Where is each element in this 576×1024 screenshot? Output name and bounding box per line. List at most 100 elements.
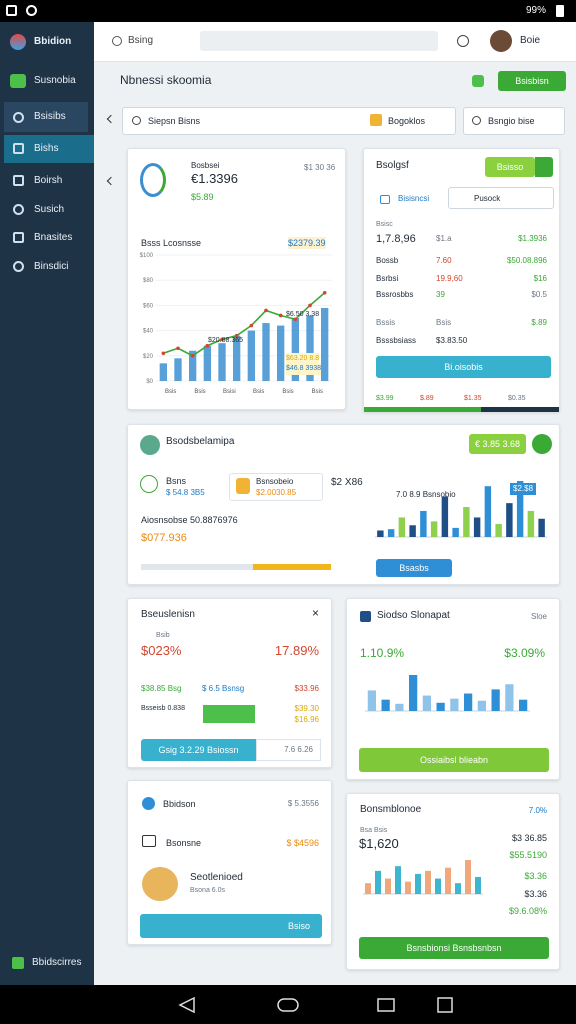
person-note: Bsona 6.0s — [190, 887, 226, 894]
search-field[interactable] — [200, 31, 438, 51]
sidebar-footer[interactable]: Bbidscirres — [32, 957, 82, 968]
nav-item[interactable]: Binsdici — [34, 261, 69, 272]
recents-button[interactable] — [437, 997, 453, 1013]
cta-button[interactable]: Ossiaibsl blieabn — [359, 748, 549, 772]
bar — [455, 883, 461, 894]
nav-item[interactable]: Susnobia — [34, 75, 76, 86]
round-button[interactable] — [532, 434, 552, 454]
bar — [385, 878, 391, 894]
close-button[interactable]: × — [312, 606, 320, 620]
cta-button[interactable]: Gsig 3.2.29 Bsiossn — [141, 739, 256, 761]
x-tick-label: Bsis — [165, 389, 176, 395]
bar-chart — [375, 481, 547, 538]
help-icon[interactable] — [457, 35, 469, 47]
dropdown[interactable]: Pusock — [474, 194, 501, 203]
bar — [484, 486, 492, 537]
row: $ 6.5 Bsnsg — [202, 684, 245, 693]
bar — [506, 503, 513, 537]
bar — [321, 307, 329, 381]
nav-item[interactable]: Bsisibs — [34, 111, 66, 122]
nav-item[interactable]: Bnasites — [34, 232, 73, 243]
battery: 99% — [526, 5, 547, 16]
search-input[interactable]: Bsing — [128, 35, 154, 46]
collapse-arrow[interactable] — [106, 114, 116, 124]
cta-note: 7.6 6.26 — [284, 745, 313, 754]
sort-label[interactable]: Bsngio bise — [488, 116, 535, 126]
cta-button[interactable]: Bsasbs — [376, 559, 452, 577]
point — [161, 351, 166, 356]
brand[interactable]: Bbidion — [34, 36, 72, 47]
card-meta: Sloe — [530, 612, 547, 621]
back-button[interactable] — [178, 996, 195, 1014]
y-tick-label: $40 — [143, 329, 154, 335]
point — [205, 343, 210, 348]
bar — [262, 323, 270, 381]
row-cell: Bssrosbbs — [376, 290, 414, 299]
row-cell: Bsrbsi — [376, 274, 399, 283]
nav-icon — [13, 232, 24, 243]
cta-button[interactable]: Bsiso — [140, 914, 322, 938]
x-tick-label: Bsis — [253, 389, 264, 395]
item-label: Bsonsne — [166, 838, 202, 848]
bar — [477, 700, 486, 711]
search-icon — [112, 36, 122, 46]
side-value: $3.36 — [524, 889, 547, 899]
bar — [174, 358, 182, 381]
bar — [516, 481, 524, 537]
item-box — [229, 473, 323, 501]
bar — [367, 690, 376, 711]
row: Bsseisb 0.838 — [141, 705, 185, 712]
chart-badge: $2379.39 — [288, 237, 326, 249]
filter-search[interactable]: Siepsn Bisns — [148, 116, 201, 126]
bar — [452, 527, 459, 537]
card: Bonsmblonoe 7.0% Bsa Bsis $1,620 $3 36.8… — [346, 793, 560, 970]
item-label: Bsnsobeio — [256, 477, 294, 486]
row: $16.96 — [294, 715, 319, 724]
dropdown[interactable]: Bisisncsi — [398, 194, 430, 203]
bar — [405, 881, 411, 894]
bar — [398, 517, 406, 537]
bar — [395, 866, 401, 894]
cta-button[interactable]: Bsnsbionsi Bsnsbsnbsn — [359, 937, 549, 959]
nav-item[interactable]: Susich — [34, 204, 65, 215]
cta-button[interactable]: Bi.oisobis — [376, 356, 551, 378]
chart-area: $0 $20 $40 $60 $80 $100 Bsis Bsis Bsisi Bsis Bsis B… — [140, 253, 332, 395]
progress-fill — [253, 564, 331, 570]
row-cell: 1,7.8,96 — [376, 233, 416, 245]
chart-note: $46.8 3938 — [286, 363, 322, 375]
point — [293, 317, 298, 322]
card-button-icon[interactable] — [535, 157, 553, 177]
nav-item[interactable]: Boirsh — [34, 175, 63, 186]
home-button[interactable] — [277, 998, 299, 1012]
filter-dropdown[interactable]: Bogoklos — [388, 116, 426, 126]
card-title: Bseuslenisn — [141, 609, 195, 620]
cta-side — [256, 739, 321, 761]
dropdown-box[interactable] — [448, 187, 554, 209]
bar — [291, 318, 299, 381]
collapse-arrow[interactable] — [106, 176, 116, 186]
line — [163, 292, 326, 357]
point — [264, 308, 268, 313]
gauge — [140, 163, 166, 197]
primary-button[interactable]: Bsisbisn — [498, 71, 566, 91]
nav-item[interactable]: Bishs — [34, 143, 59, 154]
bar — [450, 698, 459, 711]
value-right: 17.89% — [274, 643, 319, 658]
switch-button[interactable] — [377, 998, 395, 1012]
caption: Bsisc — [376, 221, 393, 228]
dropdown-icon — [380, 195, 390, 204]
status-icon — [26, 5, 37, 16]
y-tick-label: $60 — [143, 303, 154, 309]
card-button[interactable]: € 3.85 3.68 — [469, 434, 526, 454]
bar-chart — [363, 860, 483, 895]
sort-dropdown[interactable] — [463, 107, 565, 135]
chart-title: Bsss Lcosnsse — [141, 238, 202, 248]
progress — [364, 407, 481, 412]
row-cell: $0.5 — [531, 290, 547, 299]
avatar[interactable] — [490, 30, 512, 52]
bar — [441, 496, 449, 537]
card-title: Bonsmblonoe — [360, 804, 422, 815]
bar — [381, 699, 390, 711]
card-button[interactable]: Bsisso — [485, 157, 535, 177]
user-name[interactable]: Boie — [520, 35, 541, 46]
